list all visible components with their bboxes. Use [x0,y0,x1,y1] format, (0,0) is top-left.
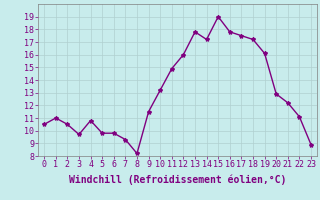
X-axis label: Windchill (Refroidissement éolien,°C): Windchill (Refroidissement éolien,°C) [69,175,286,185]
